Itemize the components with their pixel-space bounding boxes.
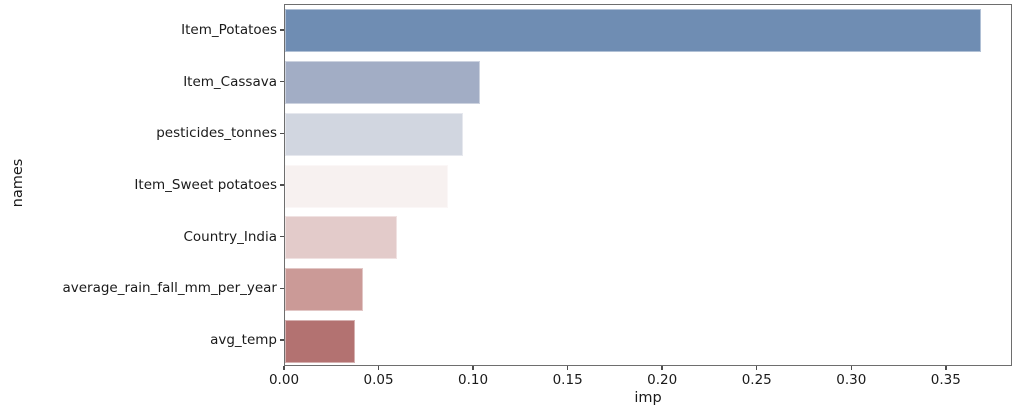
- bar-item-potatoes: [285, 9, 981, 53]
- category-label: pesticides_tonnes: [156, 125, 277, 142]
- category-label: average_rain_fall_mm_per_year: [62, 280, 277, 297]
- category-label: Item_Sweet potatoes: [134, 177, 277, 193]
- bar-pesticides-tonnes: [285, 112, 463, 156]
- x-tick-label: 0.35: [930, 372, 961, 388]
- x-tick-mark: [661, 366, 663, 370]
- x-tick-mark: [377, 366, 380, 370]
- bar-average-rain-fall-mm-per-year: [285, 267, 363, 311]
- bar-avg-temp: [285, 319, 355, 363]
- x-tick-label: 0.10: [458, 372, 489, 388]
- x-tick-mark: [283, 366, 285, 370]
- x-tick-mark: [756, 366, 758, 370]
- y-tick-mark: [280, 339, 284, 341]
- x-axis-label: imp: [634, 390, 662, 406]
- y-tick-mark: [280, 287, 284, 290]
- bar-country-india: [285, 216, 397, 260]
- x-tick-mark: [566, 366, 569, 370]
- y-tick-mark: [280, 29, 284, 31]
- x-tick-label: 0.25: [741, 372, 772, 388]
- category-label: avg_temp: [210, 332, 277, 349]
- y-tick-mark: [280, 80, 284, 83]
- x-tick-label: 0.00: [268, 372, 300, 388]
- bar-item-sweet-potatoes: [285, 164, 448, 208]
- category-label: Country_India: [183, 228, 277, 245]
- x-tick-label: 0.15: [552, 372, 583, 388]
- x-tick-mark: [850, 366, 852, 370]
- category-label: Item_Cassava: [183, 73, 277, 90]
- x-tick-mark: [472, 366, 474, 370]
- category-label: Item_Potatoes: [181, 21, 277, 38]
- x-tick-mark: [945, 366, 947, 370]
- x-tick-label: 0.20: [647, 372, 678, 388]
- x-tick-label: 0.05: [363, 372, 394, 388]
- plot-area: [284, 4, 1012, 366]
- x-tick-label: 0.30: [836, 372, 867, 388]
- bar-item-cassava: [285, 61, 480, 105]
- y-tick-mark: [280, 236, 284, 238]
- y-tick-mark: [280, 132, 284, 134]
- y-tick-mark: [280, 184, 284, 186]
